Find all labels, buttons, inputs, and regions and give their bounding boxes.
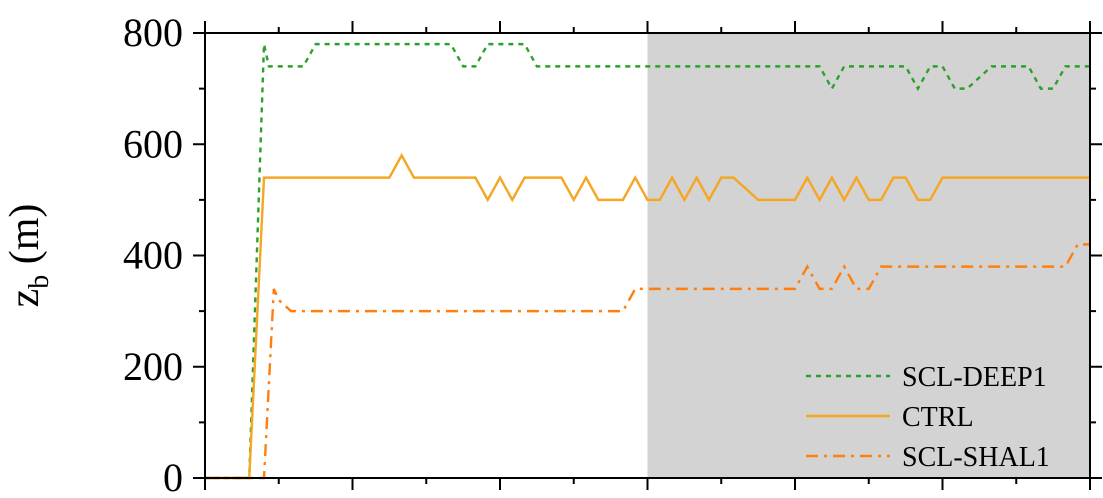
- y-axis-label: zb (m): [2, 204, 55, 308]
- y-tick-label: 400: [123, 233, 183, 278]
- series-line-scl-deep1: [205, 42, 1090, 480]
- y-tick-labels: 0 200 400 600 800: [123, 10, 183, 498]
- y-axis-label-subscript: b: [24, 275, 55, 289]
- series-line-scl-shal1: [205, 243, 1090, 480]
- y-tick-label: 800: [123, 10, 183, 55]
- y-axis-label-main: z: [2, 289, 48, 308]
- plot-frame: [204, 32, 1091, 479]
- y-tick-label: 600: [123, 121, 183, 166]
- series-layer: [205, 42, 1090, 480]
- series-line-ctrl: [205, 152, 1090, 480]
- legend-label: CTRL: [902, 402, 974, 433]
- legend-label: SCL-DEEP1: [902, 362, 1047, 393]
- y-tick-label: 0: [163, 455, 183, 498]
- legend: SCL-DEEP1 CTRL SCL-SHAL1: [806, 362, 1050, 473]
- y-axis-label-unit: (m): [2, 204, 48, 275]
- shaded-region: [647, 33, 1090, 478]
- legend-label: SCL-SHAL1: [902, 442, 1050, 473]
- y-tick-label: 200: [123, 344, 183, 389]
